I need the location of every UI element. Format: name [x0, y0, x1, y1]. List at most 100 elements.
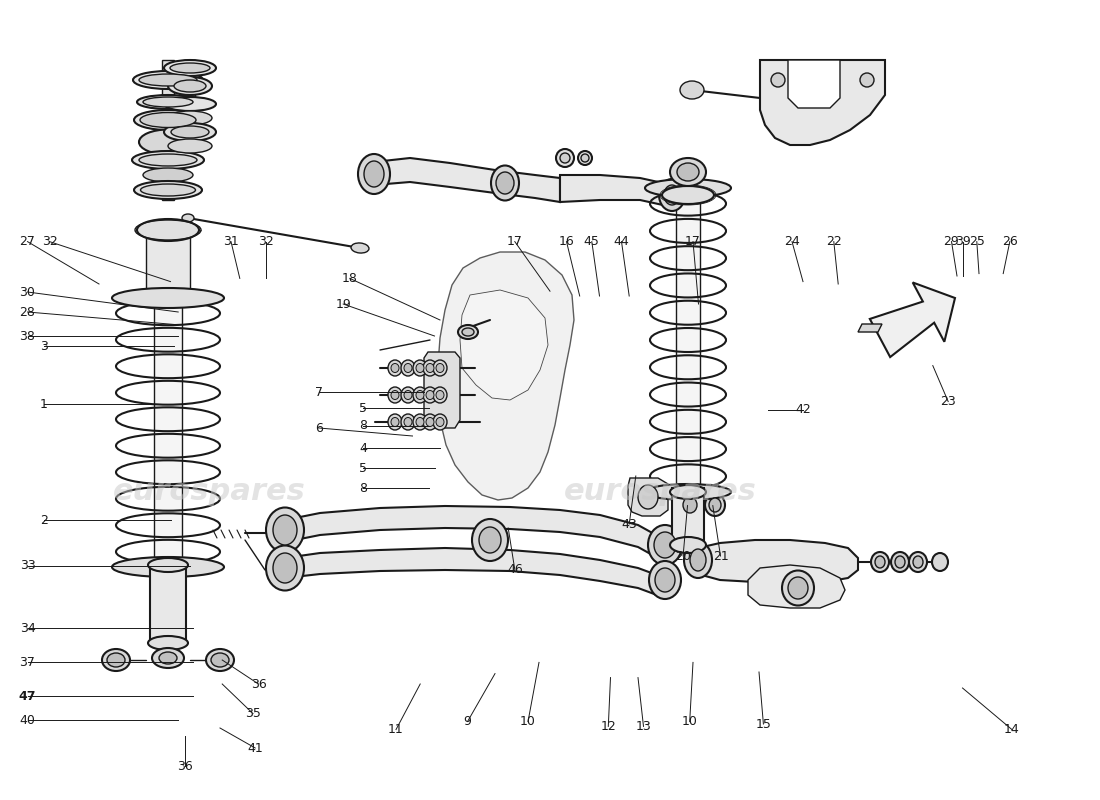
- Text: 35: 35: [245, 707, 261, 720]
- Text: 4: 4: [359, 442, 367, 454]
- Ellipse shape: [138, 219, 199, 241]
- Ellipse shape: [654, 532, 676, 558]
- Ellipse shape: [152, 648, 184, 668]
- Bar: [672, 488, 704, 540]
- Polygon shape: [374, 158, 560, 202]
- Polygon shape: [460, 290, 548, 400]
- Ellipse shape: [134, 181, 202, 199]
- Ellipse shape: [132, 151, 204, 169]
- Text: 8: 8: [359, 482, 367, 494]
- Ellipse shape: [139, 154, 197, 166]
- Text: 13: 13: [636, 720, 651, 733]
- Text: 12: 12: [601, 720, 616, 733]
- Bar: [676, 190, 700, 490]
- Text: 38: 38: [20, 330, 35, 342]
- Ellipse shape: [664, 185, 680, 205]
- Text: 5: 5: [359, 402, 367, 414]
- Ellipse shape: [581, 154, 589, 162]
- Bar: [162, 60, 174, 200]
- Bar: [154, 300, 182, 565]
- Text: 11: 11: [388, 723, 404, 736]
- Ellipse shape: [402, 414, 415, 430]
- Ellipse shape: [388, 414, 401, 430]
- Ellipse shape: [670, 537, 706, 553]
- Text: 29: 29: [944, 235, 959, 248]
- Polygon shape: [285, 506, 666, 562]
- Ellipse shape: [670, 485, 706, 499]
- Text: 45: 45: [584, 235, 600, 248]
- Ellipse shape: [684, 542, 712, 578]
- Polygon shape: [760, 60, 886, 145]
- Text: 22: 22: [826, 235, 842, 248]
- Text: 28: 28: [20, 306, 35, 318]
- Ellipse shape: [416, 363, 424, 373]
- Text: 31: 31: [223, 235, 239, 248]
- Ellipse shape: [895, 556, 905, 568]
- Ellipse shape: [134, 110, 202, 130]
- Ellipse shape: [404, 390, 412, 399]
- Ellipse shape: [388, 387, 401, 403]
- Text: 2: 2: [40, 514, 48, 526]
- Ellipse shape: [424, 360, 437, 376]
- Polygon shape: [424, 352, 460, 428]
- Ellipse shape: [206, 649, 234, 671]
- Text: 5: 5: [359, 462, 367, 474]
- Ellipse shape: [710, 498, 720, 512]
- Ellipse shape: [139, 74, 197, 86]
- Polygon shape: [698, 540, 858, 583]
- Ellipse shape: [164, 97, 216, 111]
- Text: 8: 8: [359, 419, 367, 432]
- Text: 14: 14: [1004, 723, 1020, 736]
- Text: 24: 24: [784, 235, 800, 248]
- Text: 46: 46: [507, 563, 522, 576]
- Text: eurospares: eurospares: [563, 478, 757, 506]
- Ellipse shape: [170, 63, 210, 73]
- Ellipse shape: [705, 494, 725, 516]
- Text: 47: 47: [19, 690, 36, 702]
- Ellipse shape: [390, 390, 399, 399]
- Text: 34: 34: [20, 622, 35, 634]
- Text: 9: 9: [463, 715, 472, 728]
- Ellipse shape: [390, 418, 399, 426]
- Ellipse shape: [266, 546, 304, 590]
- Text: 39: 39: [955, 235, 970, 248]
- Text: 32: 32: [258, 235, 274, 248]
- Ellipse shape: [412, 414, 427, 430]
- Text: 21: 21: [713, 550, 728, 562]
- Text: 10: 10: [682, 715, 697, 728]
- Ellipse shape: [164, 123, 216, 141]
- Polygon shape: [858, 324, 882, 332]
- Ellipse shape: [496, 172, 514, 194]
- Text: 43: 43: [621, 518, 637, 530]
- Ellipse shape: [680, 81, 704, 99]
- Ellipse shape: [412, 360, 427, 376]
- Text: 36: 36: [177, 760, 192, 773]
- Ellipse shape: [138, 95, 199, 109]
- Ellipse shape: [871, 552, 889, 572]
- Ellipse shape: [351, 243, 369, 253]
- Polygon shape: [285, 548, 666, 598]
- Ellipse shape: [174, 80, 206, 92]
- Ellipse shape: [140, 113, 196, 127]
- Ellipse shape: [402, 387, 415, 403]
- Ellipse shape: [436, 390, 444, 399]
- Ellipse shape: [402, 360, 415, 376]
- Ellipse shape: [491, 166, 519, 201]
- Ellipse shape: [404, 363, 412, 373]
- Text: 7: 7: [315, 386, 323, 398]
- Ellipse shape: [478, 527, 500, 553]
- Bar: [185, 60, 195, 150]
- Ellipse shape: [436, 418, 444, 426]
- Ellipse shape: [662, 186, 714, 204]
- Ellipse shape: [112, 288, 224, 308]
- Text: 3: 3: [40, 340, 48, 353]
- Ellipse shape: [433, 360, 447, 376]
- Ellipse shape: [390, 363, 399, 373]
- Polygon shape: [788, 60, 840, 108]
- Ellipse shape: [683, 497, 697, 513]
- Text: 20: 20: [675, 550, 691, 562]
- Text: 15: 15: [756, 718, 771, 730]
- Ellipse shape: [638, 485, 658, 509]
- Ellipse shape: [139, 130, 197, 154]
- Polygon shape: [628, 478, 668, 516]
